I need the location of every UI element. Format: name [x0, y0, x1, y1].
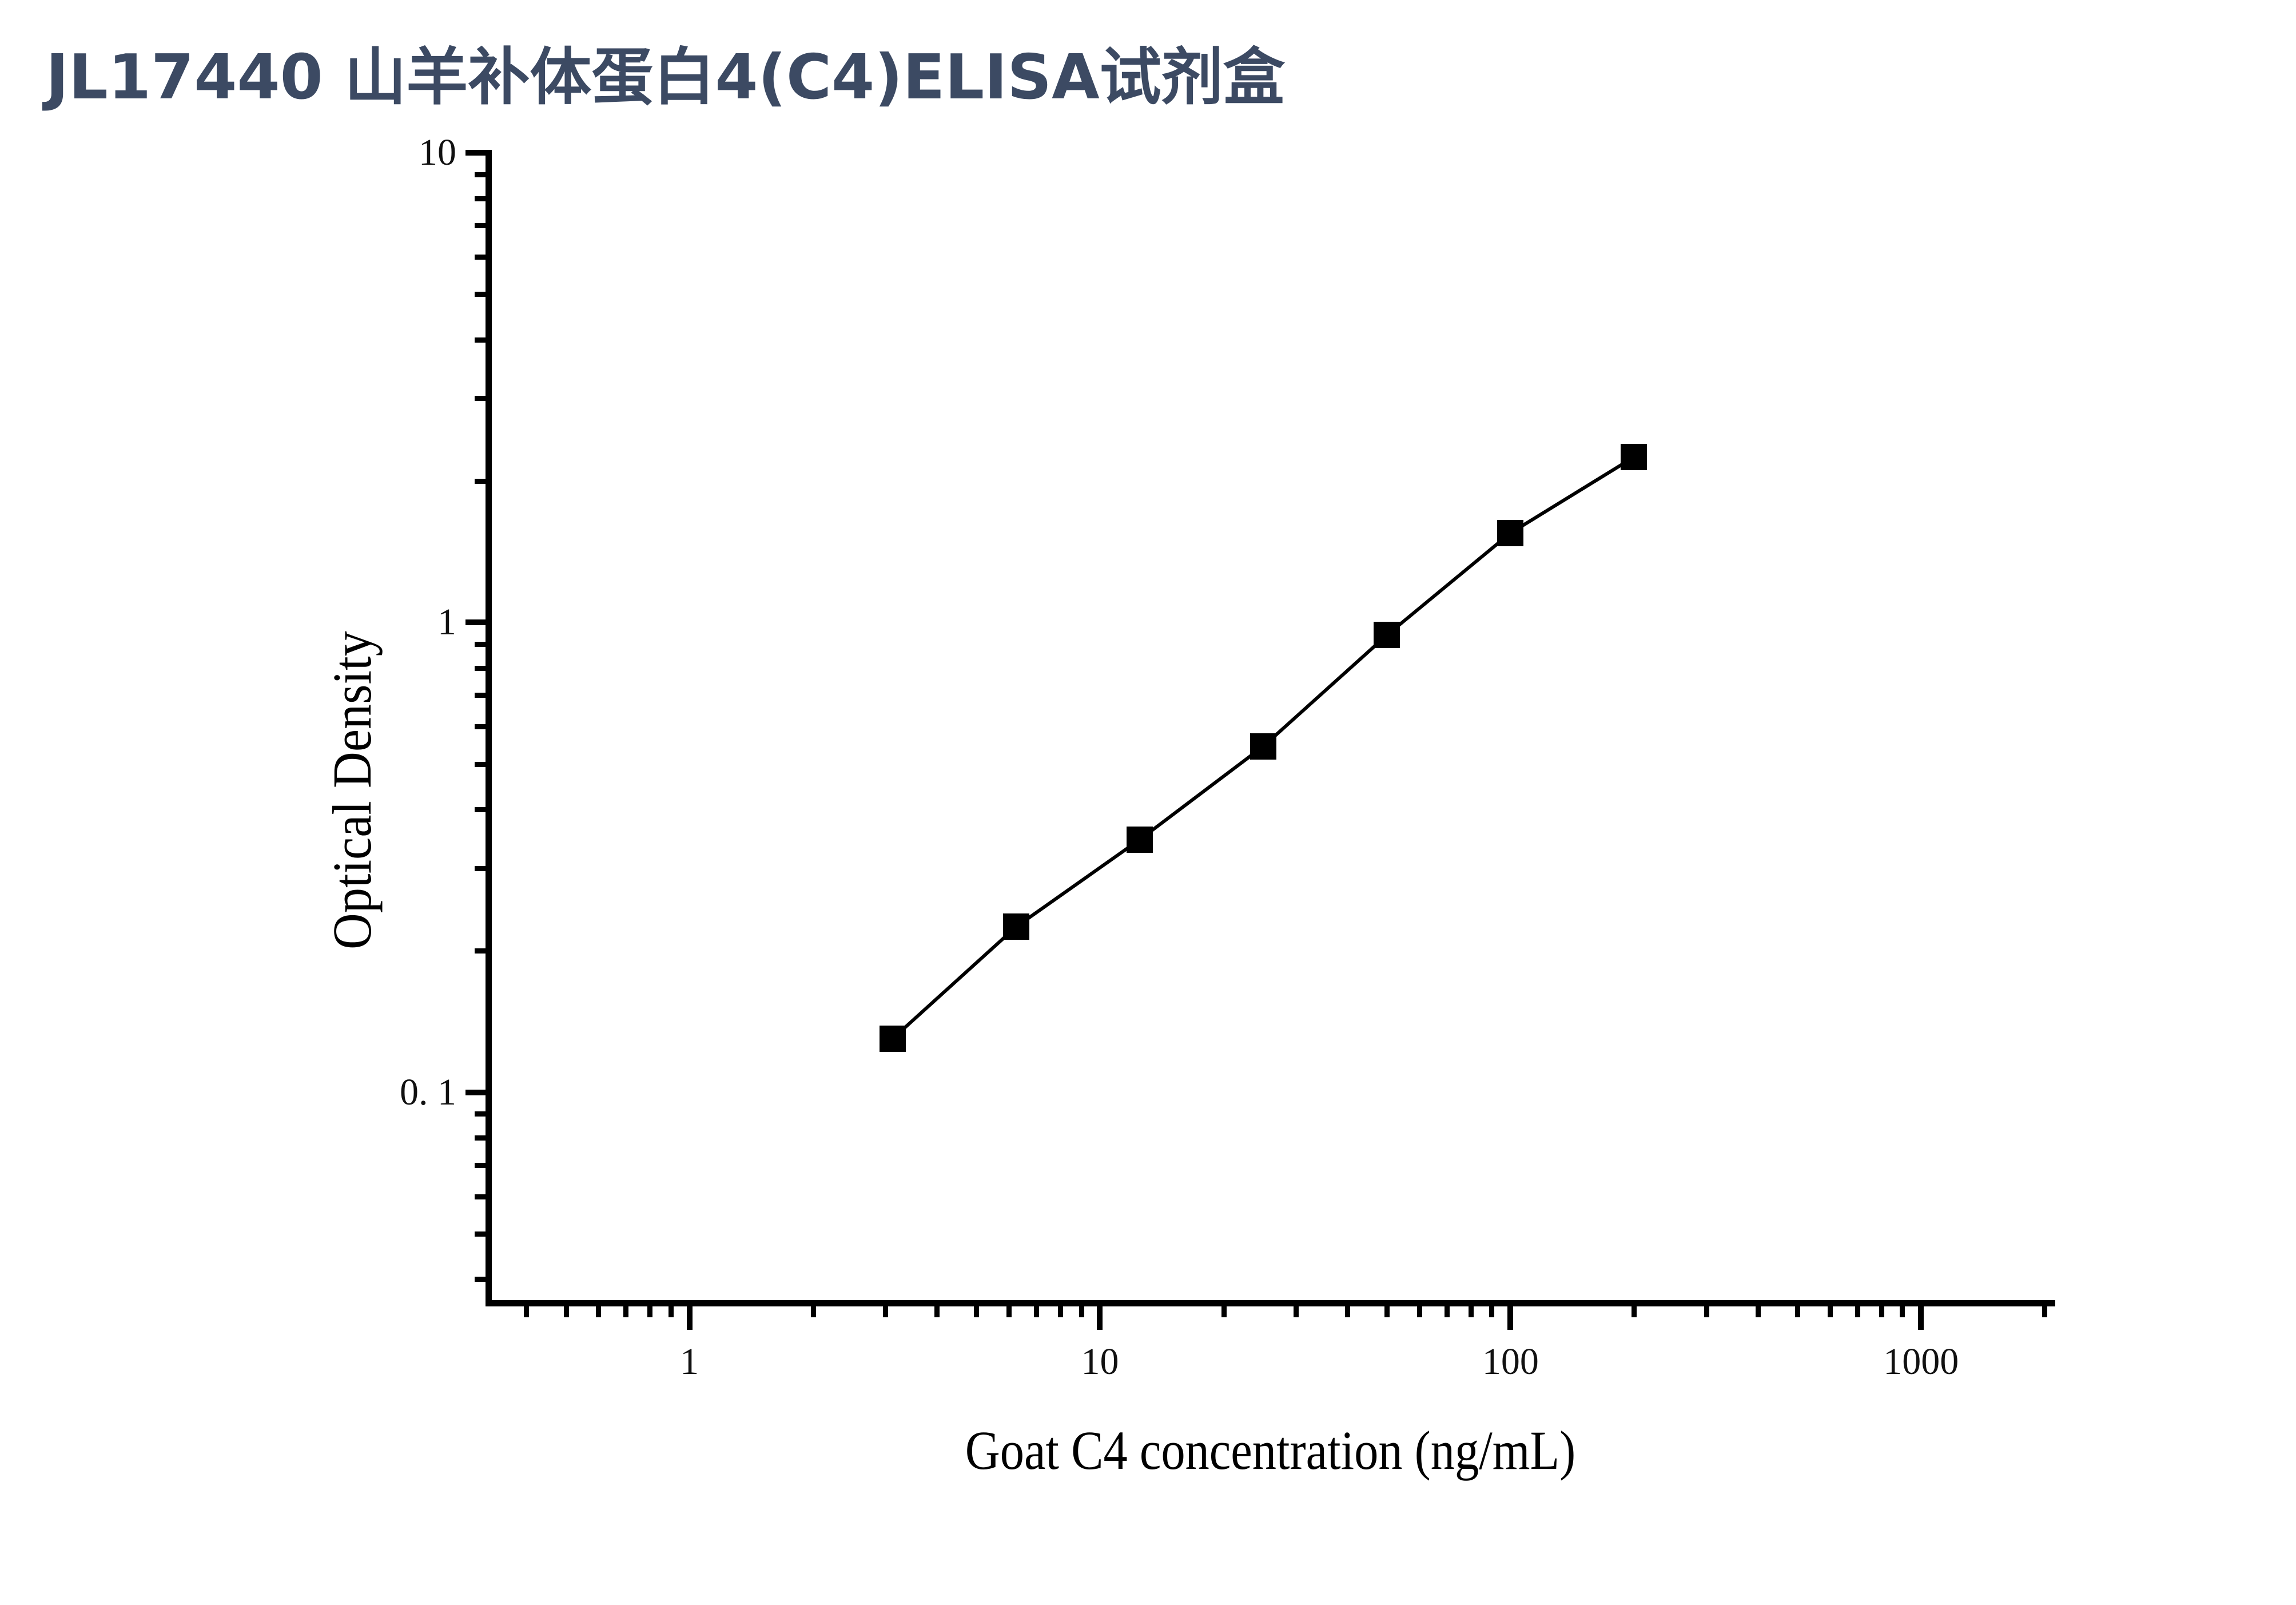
x-axis-major-tick — [1097, 1300, 1103, 1330]
x-axis-minor-tick — [2042, 1300, 2048, 1317]
x-axis-minor-tick — [1879, 1300, 1884, 1317]
x-axis-minor-tick — [1827, 1300, 1833, 1317]
y-axis-major-tick — [465, 619, 492, 626]
x-axis-major-tick — [686, 1300, 693, 1330]
y-axis-minor-tick — [475, 479, 492, 484]
x-axis-title: Goat C4 concentration (ng/mL) — [965, 1420, 1576, 1481]
x-axis-minor-tick — [1057, 1300, 1063, 1317]
y-axis-minor-tick — [475, 807, 492, 813]
x-axis-minor-tick — [563, 1300, 569, 1317]
x-axis-minor-tick — [1344, 1300, 1350, 1317]
y-axis-minor-tick — [475, 1135, 492, 1141]
x-axis-minor-tick — [668, 1300, 674, 1317]
x-axis-major-tick — [1507, 1300, 1514, 1330]
y-axis-title: Optical Density — [321, 631, 383, 950]
x-axis-tick-label: 100 — [1482, 1341, 1539, 1382]
x-axis-minor-tick — [1632, 1300, 1637, 1317]
x-axis-minor-tick — [1417, 1300, 1423, 1317]
y-axis-minor-tick — [475, 761, 492, 767]
data-point-marker — [879, 1025, 906, 1052]
y-axis-minor-tick — [475, 172, 492, 177]
data-point-marker — [1374, 622, 1400, 649]
x-axis-minor-tick — [810, 1300, 816, 1317]
data-series-layer — [492, 153, 2055, 1300]
y-axis-minor-tick — [475, 948, 492, 954]
y-axis-minor-tick — [475, 1277, 492, 1282]
data-point-marker — [1497, 519, 1524, 546]
y-axis-minor-tick — [475, 1162, 492, 1168]
y-axis-minor-tick — [475, 223, 492, 229]
x-axis-minor-tick — [1855, 1300, 1860, 1317]
y-axis-major-tick — [465, 1089, 492, 1095]
x-axis-minor-tick — [883, 1300, 889, 1317]
x-axis-minor-tick — [647, 1300, 653, 1317]
y-axis-minor-tick — [475, 396, 492, 402]
x-axis-minor-tick — [523, 1300, 529, 1317]
x-axis-minor-tick — [1079, 1300, 1084, 1317]
plot-area: 0. 1 1 10 1 10 100 1000 — [400, 132, 2055, 1382]
y-axis-tick-label: 1 — [437, 601, 456, 643]
x-axis-minor-tick — [1293, 1300, 1299, 1317]
x-axis-minor-tick — [623, 1300, 629, 1317]
x-axis-minor-tick — [974, 1300, 980, 1317]
y-axis-minor-tick — [475, 1231, 492, 1237]
x-axis-minor-tick — [1489, 1300, 1495, 1317]
x-axis-minor-tick — [1755, 1300, 1761, 1317]
x-axis-minor-tick — [1900, 1300, 1905, 1317]
x-axis-minor-tick — [1704, 1300, 1709, 1317]
y-axis-minor-tick — [475, 255, 492, 260]
x-axis-minor-tick — [1034, 1300, 1040, 1317]
y-axis-minor-tick — [475, 292, 492, 297]
x-axis-minor-tick — [1795, 1300, 1801, 1317]
x-axis-tick-label: 10 — [1081, 1341, 1119, 1382]
x-axis-minor-tick — [1221, 1300, 1227, 1317]
y-axis-minor-tick — [475, 641, 492, 647]
x-axis-minor-tick — [934, 1300, 940, 1317]
x-axis-minor-tick — [1445, 1300, 1450, 1317]
data-point-marker — [1002, 913, 1029, 940]
y-axis-tick-label: 0. 1 — [400, 1071, 456, 1113]
x-axis-tick-label: 1 — [680, 1341, 699, 1382]
y-axis-minor-tick — [475, 665, 492, 671]
x-axis-minor-tick — [1468, 1300, 1474, 1317]
y-axis-tick-label: 10 — [419, 132, 456, 173]
y-axis-minor-tick — [475, 865, 492, 871]
x-axis-minor-tick — [1384, 1300, 1390, 1317]
y-axis-minor-tick — [475, 724, 492, 730]
y-axis-minor-tick — [475, 1111, 492, 1117]
y-axis-minor-tick — [475, 196, 492, 201]
y-axis-minor-tick — [475, 1194, 492, 1199]
y-axis-minor-tick — [475, 693, 492, 698]
x-axis-tick-label: 1000 — [1883, 1341, 1959, 1382]
data-point-marker — [1621, 444, 1648, 471]
data-point-marker — [1127, 826, 1153, 853]
series-polyline — [891, 455, 1636, 1040]
x-axis-minor-tick — [1006, 1300, 1012, 1317]
page-title: JL17440 山羊补体蛋白4(C4)ELISA试剂盒 — [46, 42, 1285, 113]
x-axis-minor-tick — [596, 1300, 602, 1317]
data-point-marker — [1250, 733, 1277, 760]
x-axis-major-tick — [1918, 1300, 1924, 1330]
y-axis-major-tick — [465, 150, 492, 156]
y-axis-minor-tick — [475, 337, 492, 343]
